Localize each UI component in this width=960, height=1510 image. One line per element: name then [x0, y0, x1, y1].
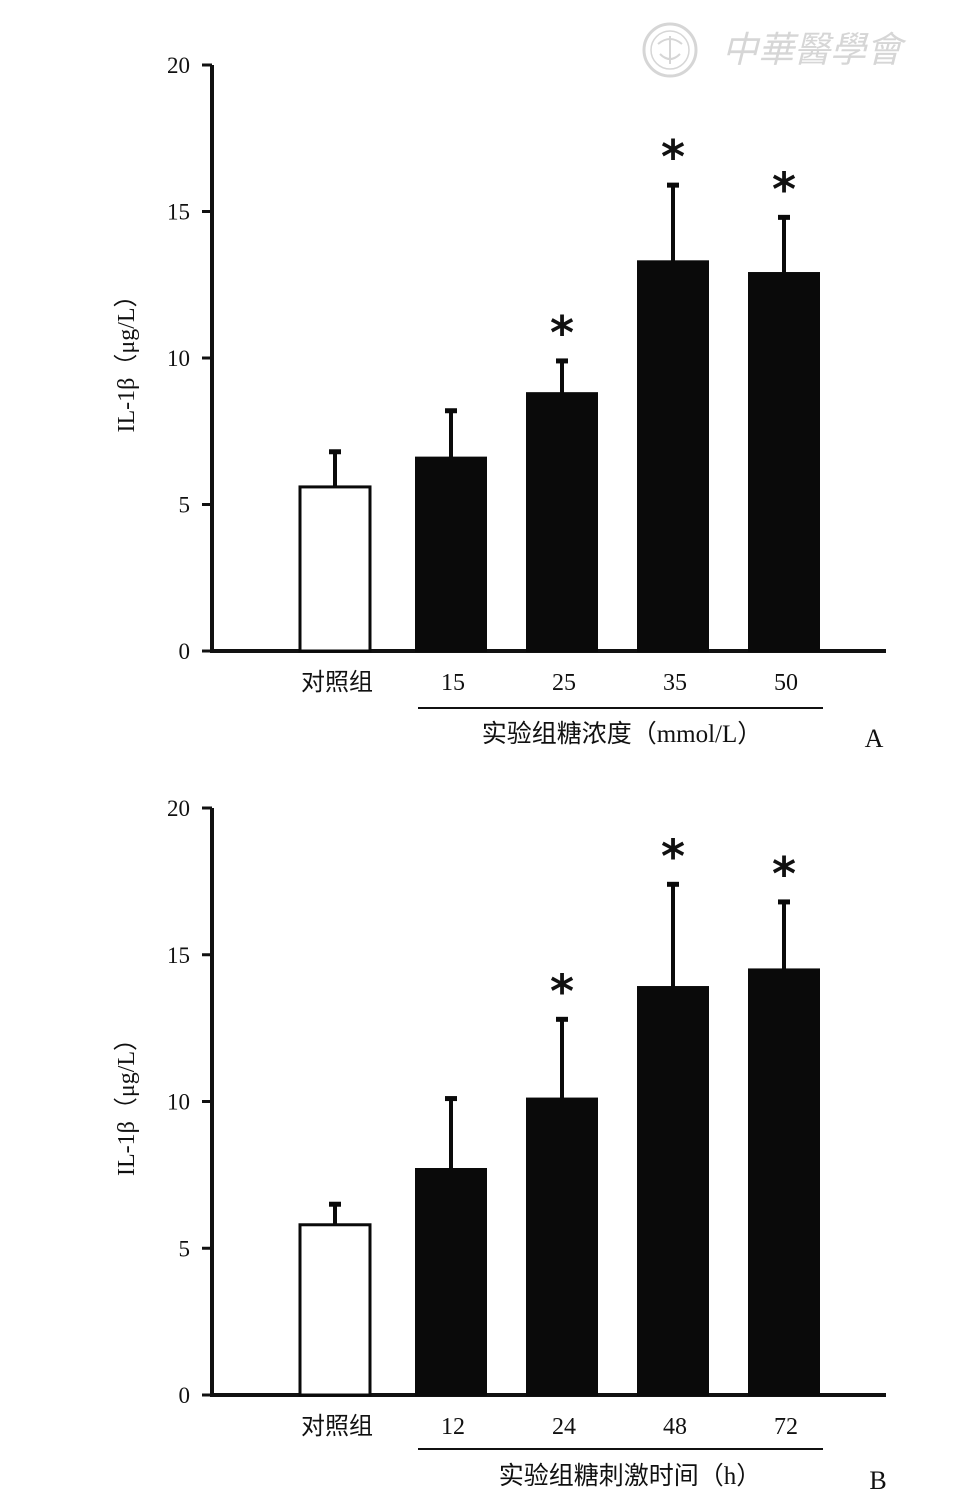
category-label: 35 [663, 670, 687, 696]
y-axis-label: IL-1β（μg/L） [114, 1027, 140, 1176]
bar [298, 485, 372, 653]
group-axis-label: 实验组糖刺激时间（h） [499, 1462, 762, 1490]
bar [748, 968, 820, 1396]
y-tick-label: 5 [179, 493, 191, 518]
group-axis-label: 实验组糖浓度（mmol/L） [482, 720, 763, 748]
bar [748, 272, 820, 652]
bar [415, 1168, 487, 1396]
bar [415, 456, 487, 652]
y-tick-label: 20 [167, 796, 190, 821]
significance-star: * [550, 964, 574, 1018]
category-label: 48 [663, 1414, 687, 1440]
significance-star: * [661, 829, 685, 883]
y-tick-label: 10 [167, 346, 190, 371]
y-tick-label: 20 [167, 53, 190, 78]
bar [526, 1097, 598, 1396]
panel-letter: A [865, 724, 884, 753]
y-tick-label: 15 [167, 943, 190, 968]
y-tick-label: 15 [167, 200, 190, 225]
category-label: 对照组 [301, 669, 373, 696]
bar [637, 260, 709, 652]
category-label: 72 [774, 1414, 798, 1440]
watermark: 中華醫學會 [642, 22, 907, 78]
y-axis-label: IL-1β（μg/L） [114, 283, 140, 432]
watermark-seal-icon [642, 22, 698, 78]
category-label: 25 [552, 670, 576, 696]
watermark-text: 中華醫學會 [722, 30, 907, 71]
y-tick-label: 0 [179, 639, 191, 664]
bar [637, 986, 709, 1396]
bar [526, 392, 598, 652]
bar [298, 1223, 372, 1397]
y-tick-label: 10 [167, 1090, 190, 1115]
y-tick-label: 5 [179, 1236, 191, 1261]
category-label: 15 [441, 670, 465, 696]
significance-star: * [772, 162, 796, 216]
significance-star: * [550, 306, 574, 360]
significance-star: * [772, 847, 796, 901]
category-label: 12 [441, 1414, 465, 1440]
significance-star: * [661, 130, 685, 184]
y-tick-label: 0 [179, 1383, 191, 1408]
category-label: 24 [552, 1414, 576, 1440]
category-label: 50 [774, 670, 798, 696]
chart-panel-a: 0 5 10 15 20 IL-1β（μg/L） 对照组 15 * 25 * 35 * 50 实验组糖浓度（… [114, 53, 886, 753]
category-label: 对照组 [301, 1413, 373, 1440]
panel-letter: B [869, 1466, 886, 1495]
chart-panel-b: 0 5 10 15 20 IL-1β（μg/L） 对照组 12 * 24 * 48 * 72 实验组糖刺激时… [114, 796, 887, 1495]
